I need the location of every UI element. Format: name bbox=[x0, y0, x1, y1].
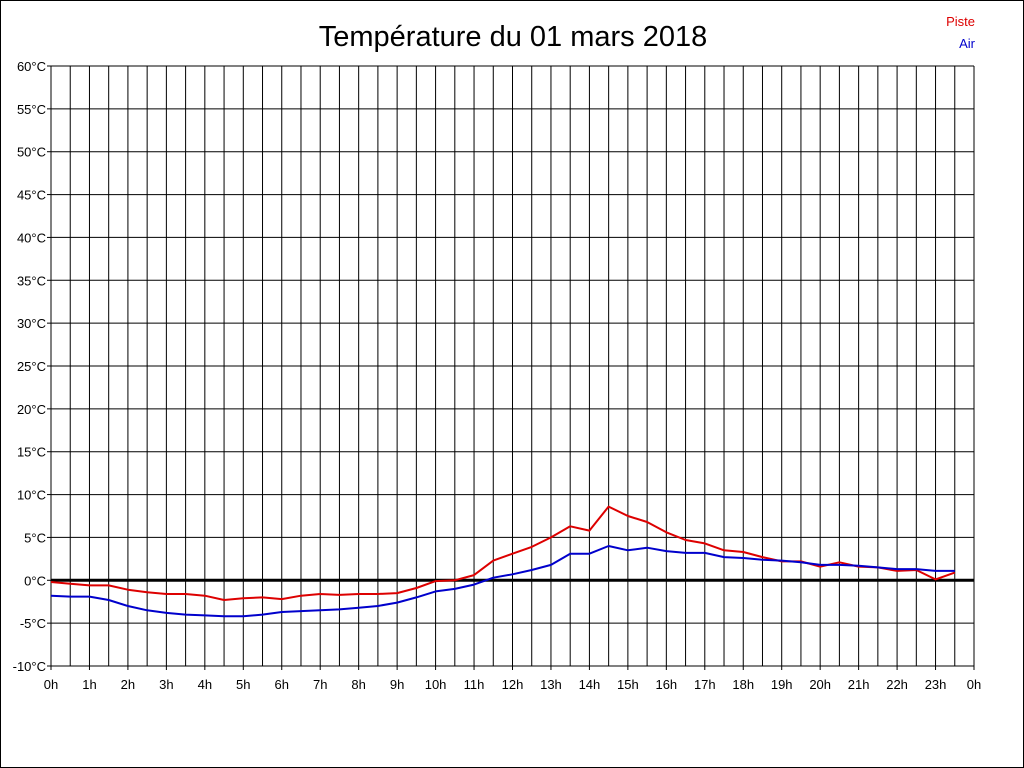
y-tick-label: 55°C bbox=[17, 102, 46, 117]
x-tick-label: 15h bbox=[617, 677, 639, 692]
series-lines bbox=[50, 505, 956, 618]
y-tick-label: 30°C bbox=[17, 316, 46, 331]
x-tick-label: 1h bbox=[82, 677, 96, 692]
y-tick-label: 60°C bbox=[17, 59, 46, 74]
y-tick-label: -5°C bbox=[20, 616, 46, 631]
x-tick-label: 22h bbox=[886, 677, 908, 692]
x-tick-label: 6h bbox=[275, 677, 289, 692]
y-tick-label: 15°C bbox=[17, 445, 46, 460]
legend-entry-air: Air bbox=[959, 36, 976, 51]
x-tick-label: 12h bbox=[502, 677, 524, 692]
x-tick-label: 3h bbox=[159, 677, 173, 692]
y-tick-label: 45°C bbox=[17, 188, 46, 203]
x-tick-label: 21h bbox=[848, 677, 870, 692]
y-tick-label: 40°C bbox=[17, 230, 46, 245]
x-tick-label: 17h bbox=[694, 677, 716, 692]
x-tick-label: 13h bbox=[540, 677, 562, 692]
x-tick-label: 14h bbox=[579, 677, 601, 692]
x-tick-label: 2h bbox=[121, 677, 135, 692]
y-tick-label: 20°C bbox=[17, 402, 46, 417]
grid-lines bbox=[50, 65, 975, 667]
x-tick-label: 18h bbox=[732, 677, 754, 692]
x-axis-ticks: 0h 1h 2h 3h 4h 5h 6h 7h 8h 9h 10h 11h 12h 13h 14h 15h 16… bbox=[44, 666, 981, 692]
x-tick-label: 0h bbox=[967, 677, 981, 692]
y-tick-label: 25°C bbox=[17, 359, 46, 374]
y-tick-label: 5°C bbox=[24, 530, 46, 545]
x-tick-label: 5h bbox=[236, 677, 250, 692]
legend: Piste Air bbox=[946, 14, 976, 51]
y-tick-label: 0°C bbox=[24, 573, 46, 588]
x-tick-label: 10h bbox=[425, 677, 447, 692]
y-tick-label: 35°C bbox=[17, 273, 46, 288]
y-tick-label: 10°C bbox=[17, 488, 46, 503]
x-tick-label: 11h bbox=[464, 677, 485, 692]
x-tick-label: 20h bbox=[809, 677, 831, 692]
x-tick-label: 4h bbox=[198, 677, 212, 692]
y-tick-label: -10°C bbox=[13, 659, 46, 674]
series-line-piste bbox=[50, 505, 956, 601]
x-tick-label: 8h bbox=[351, 677, 365, 692]
legend-entry-piste: Piste bbox=[946, 14, 975, 29]
y-axis-ticks: 60°C 55°C 50°C 45°C 40°C 35°C 30°C 25°C 20°C 15°C… bbox=[13, 59, 51, 674]
series-line-air bbox=[50, 545, 955, 618]
x-tick-label: 9h bbox=[390, 677, 404, 692]
x-tick-label: 0h bbox=[44, 677, 58, 692]
x-tick-label: 23h bbox=[925, 677, 947, 692]
chart-title: Température du 01 mars 2018 bbox=[319, 21, 708, 53]
x-tick-label: 16h bbox=[655, 677, 677, 692]
x-tick-label: 19h bbox=[771, 677, 793, 692]
x-tick-label: 7h bbox=[313, 677, 327, 692]
y-tick-label: 50°C bbox=[17, 145, 46, 160]
